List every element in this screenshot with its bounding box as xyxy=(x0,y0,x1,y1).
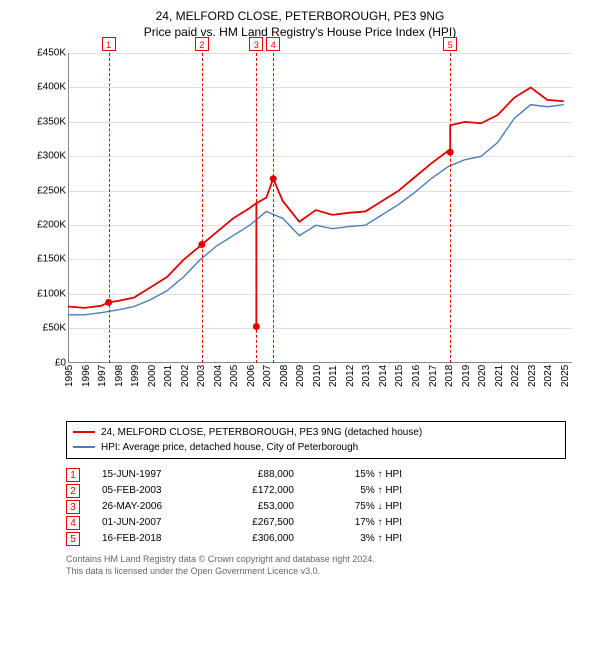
sale-marker-line xyxy=(273,53,274,363)
sale-number-badge: 2 xyxy=(66,484,80,498)
sale-date: 05-FEB-2003 xyxy=(102,483,200,499)
y-tick-label: £50K xyxy=(20,323,66,334)
sale-number-badge: 5 xyxy=(66,532,80,546)
line-plot xyxy=(68,53,572,363)
sale-marker-line xyxy=(202,53,203,363)
chart-title: 24, MELFORD CLOSE, PETERBOROUGH, PE3 9NG xyxy=(10,8,590,25)
x-tick-label: 2025 xyxy=(560,365,600,387)
sale-date: 01-JUN-2007 xyxy=(102,515,200,531)
footer-line-1: Contains HM Land Registry data © Crown c… xyxy=(66,553,566,565)
sale-price: £306,000 xyxy=(222,531,294,547)
legend-label: HPI: Average price, detached house, City… xyxy=(101,440,358,455)
y-tick-label: £250K xyxy=(20,185,66,196)
sale-price: £172,000 xyxy=(222,483,294,499)
sale-marker-badge: 4 xyxy=(266,37,280,51)
legend: 24, MELFORD CLOSE, PETERBOROUGH, PE3 9NG… xyxy=(66,421,566,459)
sale-number-badge: 4 xyxy=(66,516,80,530)
legend-item: HPI: Average price, detached house, City… xyxy=(73,440,559,455)
sale-number-badge: 3 xyxy=(66,500,80,514)
y-tick-label: £150K xyxy=(20,254,66,265)
sale-date: 15-JUN-1997 xyxy=(102,467,200,483)
sale-marker-line xyxy=(256,53,257,363)
sale-hpi-diff: 3% ↑ HPI xyxy=(316,531,402,547)
sale-row: 5 16-FEB-2018 £306,000 3% ↑ HPI xyxy=(66,531,566,547)
sale-marker-line xyxy=(109,53,110,363)
sale-hpi-diff: 75% ↓ HPI xyxy=(316,499,402,515)
sale-date: 16-FEB-2018 xyxy=(102,531,200,547)
series-property xyxy=(68,87,564,326)
sale-row: 2 05-FEB-2003 £172,000 5% ↑ HPI xyxy=(66,483,566,499)
sale-marker-badge: 5 xyxy=(443,37,457,51)
sale-price: £88,000 xyxy=(222,467,294,483)
sale-hpi-diff: 15% ↑ HPI xyxy=(316,467,402,483)
legend-swatch xyxy=(73,431,95,433)
y-tick-label: £200K xyxy=(20,220,66,231)
sale-row: 3 26-MAY-2006 £53,000 75% ↓ HPI xyxy=(66,499,566,515)
sales-table: 1 15-JUN-1997 £88,000 15% ↑ HPI 2 05-FEB-2003… xyxy=(66,467,566,547)
sale-hpi-diff: 17% ↑ HPI xyxy=(316,515,402,531)
sale-row: 4 01-JUN-2007 £267,500 17% ↑ HPI xyxy=(66,515,566,531)
sale-price: £53,000 xyxy=(222,499,294,515)
sale-marker-badge: 3 xyxy=(249,37,263,51)
chart-subtitle: Price paid vs. HM Land Registry's House … xyxy=(10,25,590,39)
y-tick-label: £0 xyxy=(20,357,66,368)
legend-swatch xyxy=(73,446,95,448)
sale-hpi-diff: 5% ↑ HPI xyxy=(316,483,402,499)
sale-marker-line xyxy=(450,53,451,363)
legend-label: 24, MELFORD CLOSE, PETERBOROUGH, PE3 9NG… xyxy=(101,425,422,440)
footer-line-2: This data is licensed under the Open Gov… xyxy=(66,565,566,577)
y-tick-label: £400K xyxy=(20,82,66,93)
chart-container: 24, MELFORD CLOSE, PETERBOROUGH, PE3 9NG… xyxy=(0,0,600,585)
legend-item: 24, MELFORD CLOSE, PETERBOROUGH, PE3 9NG… xyxy=(73,425,559,440)
footer-attribution: Contains HM Land Registry data © Crown c… xyxy=(66,553,566,577)
sale-number-badge: 1 xyxy=(66,468,80,482)
y-tick-label: £450K xyxy=(20,47,66,58)
sale-marker-badge: 1 xyxy=(102,37,116,51)
y-tick-label: £350K xyxy=(20,116,66,127)
chart-area: £0 £50K £100K £150K £200K £250K £300K £350K £400… xyxy=(20,45,580,415)
sale-price: £267,500 xyxy=(222,515,294,531)
sale-marker-badge: 2 xyxy=(195,37,209,51)
sale-row: 1 15-JUN-1997 £88,000 15% ↑ HPI xyxy=(66,467,566,483)
y-tick-label: £300K xyxy=(20,151,66,162)
sale-date: 26-MAY-2006 xyxy=(102,499,200,515)
y-tick-label: £100K xyxy=(20,288,66,299)
